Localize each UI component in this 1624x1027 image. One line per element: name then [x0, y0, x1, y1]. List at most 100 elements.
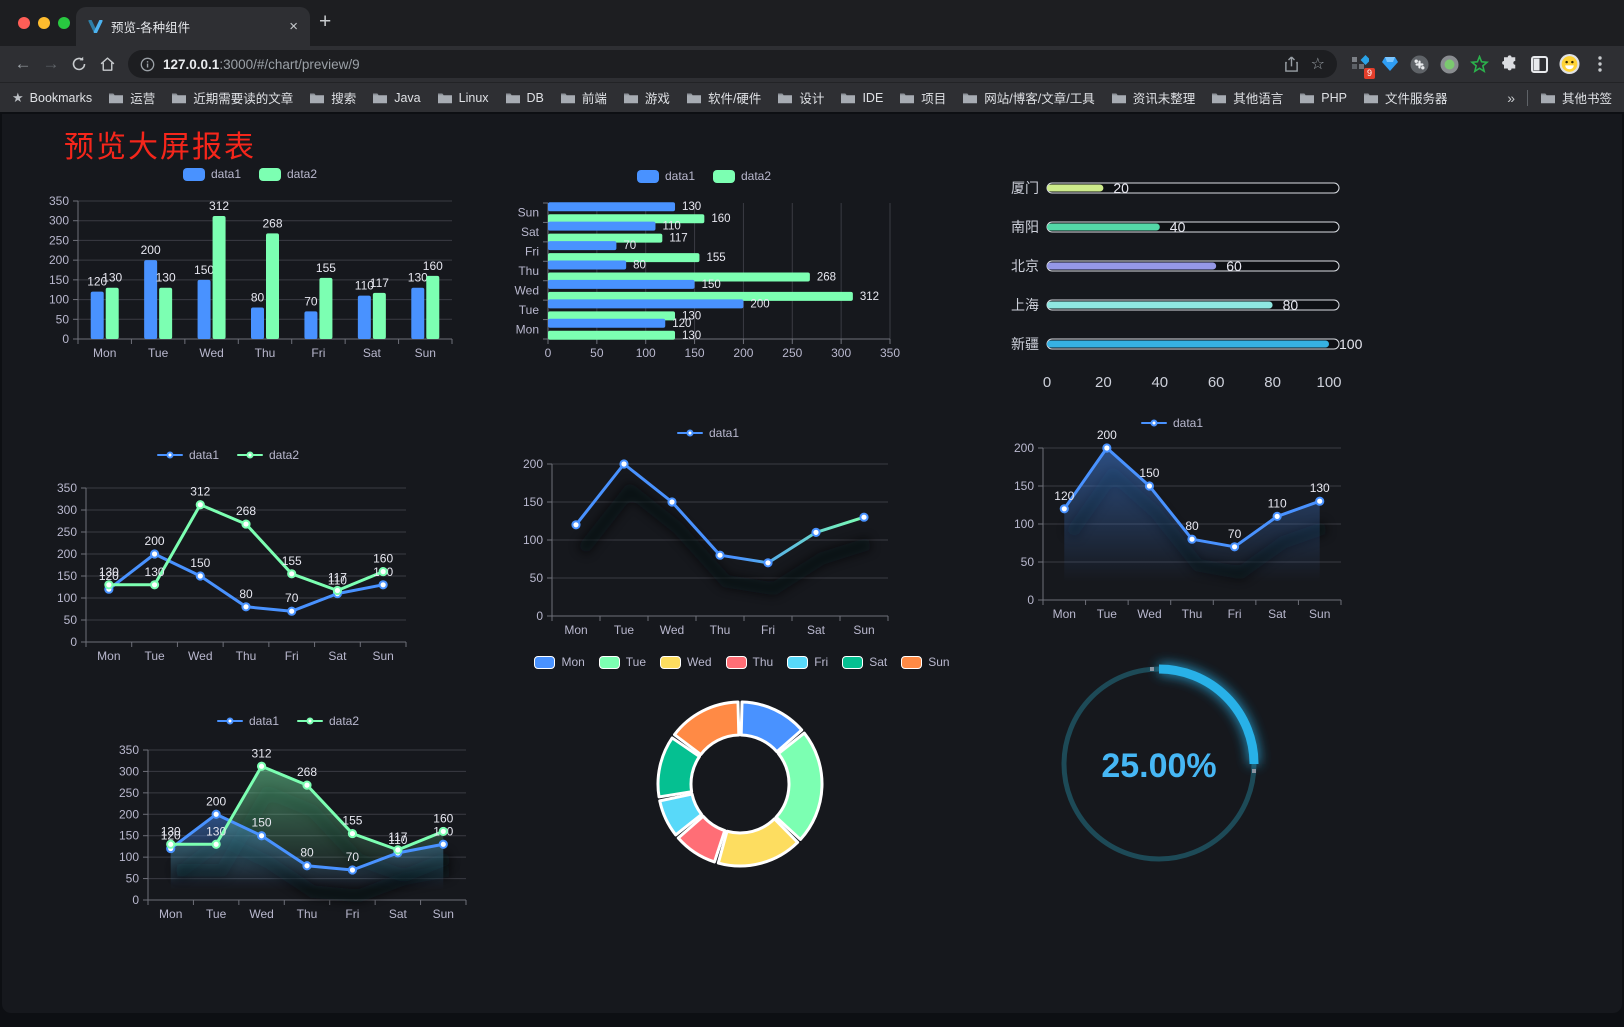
legend-item[interactable]: Tue [598, 655, 646, 669]
svg-text:312: 312 [190, 485, 210, 499]
legend-item[interactable]: Fri [787, 655, 828, 669]
svg-text:100: 100 [1316, 374, 1341, 391]
back-button[interactable]: ← [14, 54, 32, 73]
svg-text:北京: 北京 [1011, 258, 1039, 274]
progress-bar-chart: 厦门 20 南阳 40 北京 60 上海 80 新疆 100 0 20 40 60 80 100 [987, 161, 1377, 401]
svg-text:200: 200 [733, 346, 753, 360]
bookmark-item[interactable]: 文件服务器 [1363, 88, 1447, 107]
forward-button[interactable]: → [42, 54, 60, 73]
bookmark-item[interactable]: 搜索 [309, 88, 356, 107]
svg-text:130: 130 [682, 201, 701, 213]
window-close-button[interactable] [18, 17, 30, 29]
bookmark-item[interactable]: Linux [437, 91, 489, 105]
folder-icon [560, 91, 576, 104]
star-extension-icon[interactable] [1469, 54, 1490, 75]
bookmark-item[interactable]: 项目 [899, 88, 946, 107]
darkreader-extension-icon[interactable] [1529, 54, 1550, 75]
recorder-extension-icon[interactable] [1439, 54, 1460, 75]
svg-text:150: 150 [194, 263, 214, 277]
legend-item[interactable]: Thu [725, 655, 773, 669]
bookmarks-separator [1526, 89, 1528, 106]
legend-item[interactable]: Mon [534, 655, 585, 669]
bookmarks-root[interactable]: ★ Bookmarks [12, 89, 93, 105]
svg-text:0: 0 [545, 346, 552, 360]
window-zoom-button[interactable] [58, 17, 70, 29]
profile-avatar[interactable] [1559, 53, 1580, 75]
legend-item[interactable]: data2 [713, 169, 771, 183]
svg-text:Sat: Sat [521, 225, 540, 239]
new-tab-button[interactable]: + [319, 10, 332, 33]
bookmark-star-icon[interactable]: ☆ [1310, 56, 1325, 73]
bookmark-item[interactable]: DB [505, 91, 544, 105]
site-info-icon[interactable] [140, 57, 155, 72]
legend-item[interactable]: data1 [156, 448, 219, 462]
svg-text:312: 312 [860, 291, 879, 303]
bookmark-item[interactable]: 设计 [777, 88, 824, 107]
svg-text:Fri: Fri [311, 346, 325, 360]
folder-icon [1363, 91, 1379, 104]
window-minimize-button[interactable] [38, 17, 50, 29]
bookmark-item[interactable]: PHP [1299, 91, 1347, 105]
preview-panel: 预览大屏报表 0 50 100 150 200 250 300 350 Mon Tue Wed Thu… [2, 114, 1622, 1013]
folder-icon [372, 91, 388, 104]
svg-text:110: 110 [355, 279, 374, 293]
bookmark-item[interactable]: 前端 [560, 88, 607, 107]
legend-item[interactable]: Sat [842, 655, 887, 669]
other-bookmarks-folder[interactable]: 其他书签 [1540, 88, 1612, 107]
gem-extension-icon[interactable] [1379, 54, 1400, 75]
bookmark-item[interactable]: 软件/硬件 [686, 88, 761, 107]
grid-extension-icon[interactable]: 9 [1349, 54, 1375, 79]
svg-text:100: 100 [636, 346, 656, 360]
svg-text:80: 80 [251, 290, 265, 304]
svg-text:150: 150 [685, 346, 705, 360]
svg-text:268: 268 [262, 216, 282, 230]
svg-text:117: 117 [669, 233, 687, 245]
share-icon[interactable] [1284, 56, 1299, 73]
bookmark-item[interactable]: IDE [840, 91, 883, 105]
reload-button[interactable] [66, 51, 92, 77]
svg-text:Sun: Sun [433, 907, 454, 921]
legend-item[interactable]: data1 [636, 169, 695, 183]
svg-text:Sat: Sat [363, 346, 382, 360]
bookmark-item[interactable]: Java [372, 91, 421, 105]
svg-text:200: 200 [1014, 441, 1034, 455]
extension-badge: 9 [1363, 67, 1375, 79]
menu-icon[interactable] [1589, 54, 1610, 75]
command-extension-icon[interactable] [1409, 54, 1430, 75]
multi-line-chart: 0 50 100 150 200 250 300 350 Mon Tue Wed Thu Fri Sat S… [38, 436, 418, 672]
folder-icon [505, 91, 521, 104]
address-bar[interactable]: 127.0.0.1:3000/#/chart/preview/9 ☆ [128, 50, 1337, 78]
area-line-chart: 0 50 100 150 200 Mon Tue Wed Thu Fri Sat Sun 120 200 1… [987, 398, 1357, 622]
puzzle-extensions-icon[interactable] [1499, 54, 1520, 75]
legend-item[interactable]: data2 [297, 714, 359, 728]
legend-item[interactable]: data1 [182, 167, 241, 181]
svg-text:200: 200 [57, 547, 77, 561]
browser-tab[interactable]: 预览-各种组件 × [76, 7, 310, 46]
legend-item[interactable]: Wed [660, 655, 712, 669]
svg-text:Mon: Mon [564, 623, 587, 634]
svg-text:100: 100 [49, 293, 69, 307]
home-button[interactable] [94, 51, 120, 77]
legend-item[interactable]: Sun [901, 655, 950, 669]
svg-text:25.00%: 25.00% [1101, 747, 1216, 785]
legend-item[interactable]: data2 [237, 448, 299, 462]
bookmark-item[interactable]: 近期需要读的文章 [171, 88, 293, 107]
legend-item[interactable]: data1 [676, 426, 739, 440]
svg-text:300: 300 [831, 346, 851, 360]
svg-text:80: 80 [633, 260, 646, 272]
bookmarks-overflow-chevron[interactable]: » [1507, 89, 1515, 106]
svg-text:120: 120 [161, 829, 181, 843]
bookmark-item[interactable]: 运营 [108, 88, 155, 107]
legend-item[interactable]: data1 [216, 714, 279, 728]
bookmark-item[interactable]: 网站/博客/文章/工具 [962, 88, 1095, 107]
svg-text:0: 0 [70, 635, 77, 649]
svg-text:Tue: Tue [206, 907, 227, 921]
bookmark-item[interactable]: 资讯未整理 [1111, 88, 1195, 107]
legend-item[interactable]: data1 [1140, 416, 1203, 430]
bookmark-item[interactable]: 其他语言 [1211, 88, 1283, 107]
bookmark-item[interactable]: 游戏 [623, 88, 670, 107]
svg-text:130: 130 [161, 824, 181, 838]
svg-text:Thu: Thu [518, 264, 539, 278]
legend-item[interactable]: data2 [259, 167, 317, 181]
tab-close-icon[interactable]: × [289, 18, 298, 35]
